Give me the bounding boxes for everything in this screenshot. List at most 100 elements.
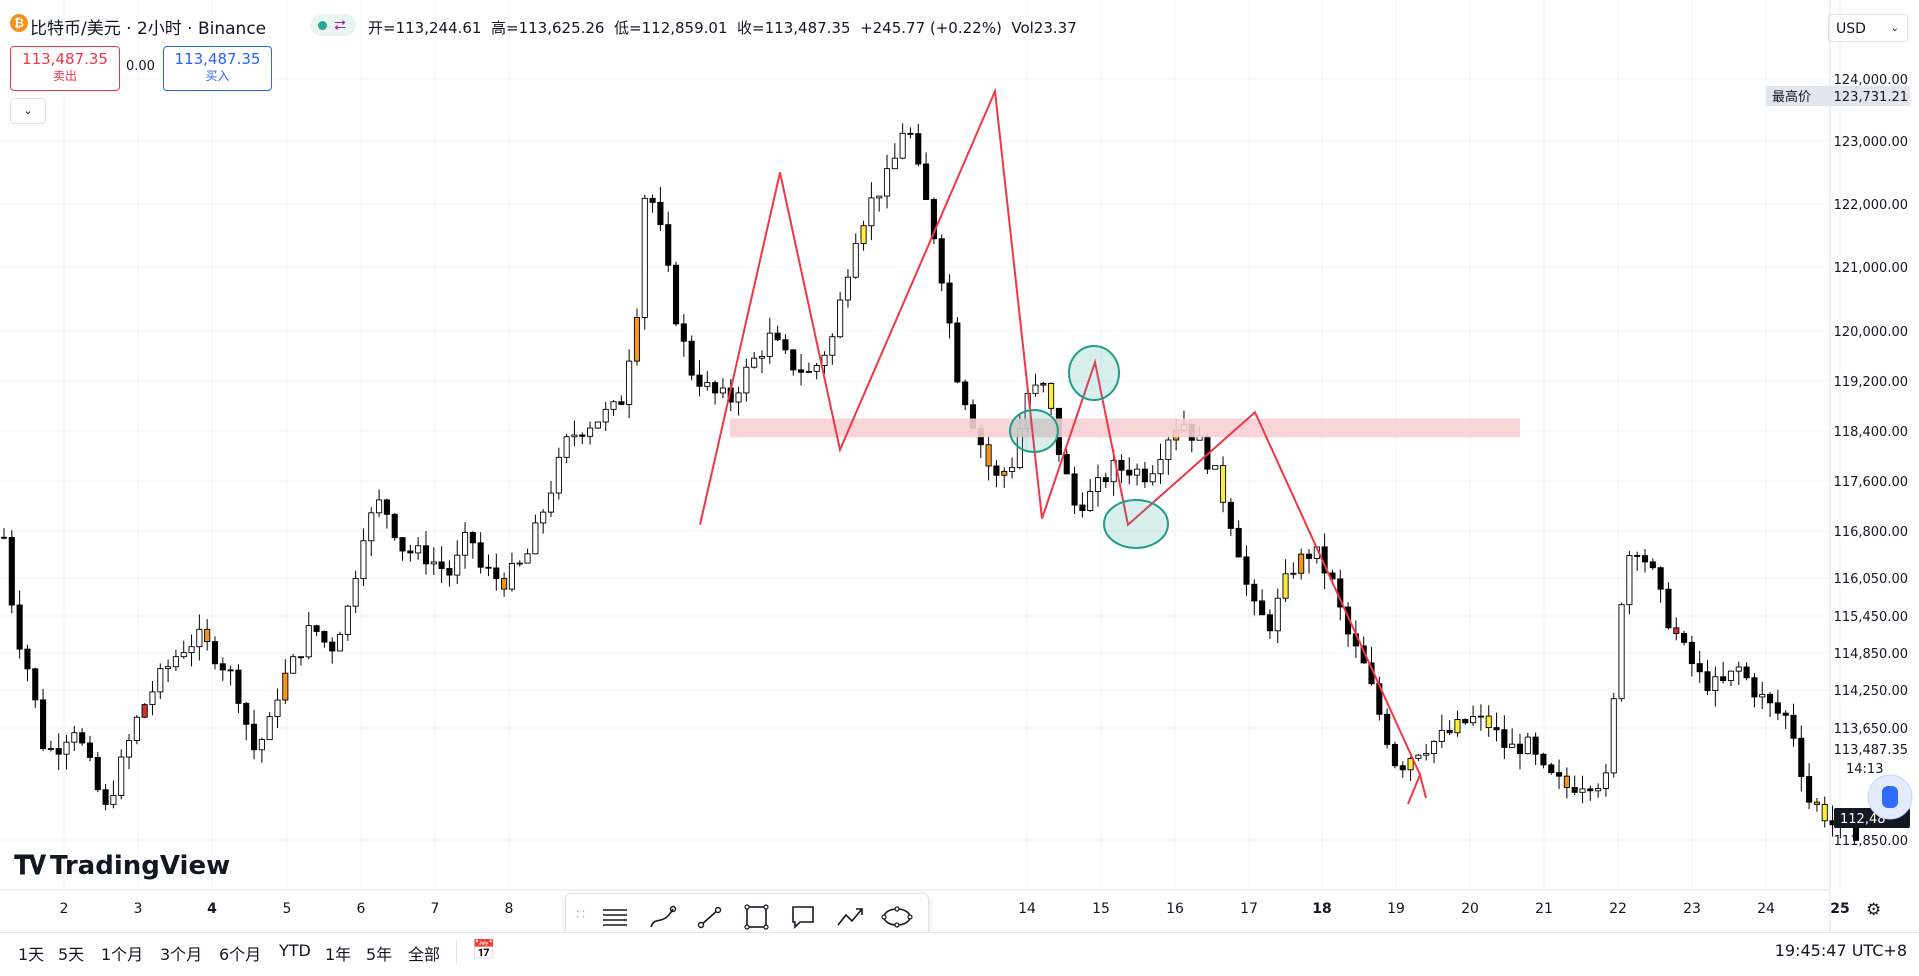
candle[interactable] [1438,714,1445,748]
candle[interactable] [579,432,586,445]
horizontal-lines-icon[interactable] [598,901,632,933]
candle[interactable] [891,143,898,170]
candle[interactable] [782,334,789,354]
market-status-pill[interactable] [310,14,356,36]
candle[interactable] [469,531,476,559]
candle[interactable] [1040,381,1047,393]
candle[interactable] [493,553,500,591]
candle[interactable] [1665,582,1672,630]
candle[interactable] [1548,762,1555,775]
candle[interactable] [1782,710,1789,730]
candle[interactable] [516,560,523,567]
candle[interactable] [1712,666,1719,707]
candle[interactable] [1118,454,1125,484]
candle[interactable] [290,654,297,674]
candle[interactable] [407,544,414,562]
candle[interactable] [47,740,54,752]
candle[interactable] [40,688,47,752]
candle[interactable] [368,507,375,556]
candle[interactable] [188,634,195,667]
candle[interactable] [422,531,430,575]
candle[interactable] [110,780,117,809]
candle[interactable] [1345,602,1352,647]
candle[interactable] [1485,705,1492,737]
candle[interactable] [1266,609,1273,639]
candle[interactable] [1626,551,1633,615]
candle[interactable] [626,349,633,419]
candle[interactable] [532,514,539,555]
candle[interactable] [735,386,742,416]
currency-select[interactable]: USD ⌄ [1828,14,1908,42]
candle[interactable] [680,314,687,357]
candle[interactable] [461,522,469,569]
candle[interactable] [1212,465,1219,470]
candle[interactable] [1509,728,1516,748]
candle[interactable] [1126,457,1133,485]
candle[interactable] [1219,456,1227,513]
candle[interactable] [1032,373,1039,397]
candle[interactable] [1415,754,1422,762]
candle[interactable] [133,715,140,745]
candle[interactable] [1579,775,1586,804]
candle[interactable] [954,317,961,384]
candle[interactable] [587,421,594,445]
candle[interactable] [1094,464,1102,507]
candle[interactable] [1727,670,1735,687]
candle[interactable] [1087,479,1094,512]
candle[interactable] [63,734,70,770]
candle[interactable] [571,420,578,446]
candle[interactable] [657,186,664,231]
candle[interactable] [1681,630,1688,646]
candle[interactable] [383,498,390,529]
candle[interactable] [1688,635,1695,677]
tradingview-logo[interactable]: 𝐓𝐕 TradingView [14,851,230,882]
candle[interactable] [243,701,250,741]
range-1m[interactable]: 1个月 [101,945,144,964]
candle[interactable] [391,513,398,541]
buy-button[interactable]: 113,487.35 买入 [163,46,272,91]
candle[interactable] [923,152,930,200]
sell-button[interactable]: 113,487.35 卖出 [10,46,120,91]
candle[interactable] [805,362,812,374]
candle[interactable] [758,350,766,374]
candle[interactable] [1641,549,1649,573]
highlight-circle[interactable] [1009,409,1059,453]
candle[interactable] [1821,796,1828,828]
candle[interactable] [688,335,695,381]
candle[interactable] [852,233,859,279]
candle[interactable] [454,540,461,585]
candle[interactable] [1798,725,1805,792]
candlestick-chart[interactable]: 124,000.00 123,000.00 122,000.00 121,000.00… [0,0,1919,932]
candle[interactable] [665,211,672,273]
candle[interactable] [0,528,8,540]
candle[interactable] [1735,661,1742,685]
candle[interactable] [211,636,219,670]
candle[interactable] [1610,692,1617,778]
candle[interactable] [1048,382,1055,415]
trend-line-icon[interactable] [692,901,726,933]
candle[interactable] [798,354,805,386]
candle[interactable] [985,436,992,481]
range-5y[interactable]: 5年 [366,945,393,964]
candle[interactable] [157,663,164,700]
candle[interactable] [938,234,945,292]
candle[interactable] [1501,715,1508,760]
candle[interactable] [219,657,226,681]
candle[interactable] [1493,712,1500,742]
candle[interactable] [94,752,101,793]
candle[interactable] [227,665,234,686]
range-6m[interactable]: 6个月 [219,945,262,964]
candle[interactable] [1001,467,1008,488]
candle[interactable] [1743,662,1750,681]
candle[interactable] [696,360,703,397]
path-icon[interactable] [833,901,867,933]
candle[interactable] [180,640,187,659]
candle[interactable] [876,195,883,212]
candle[interactable] [649,194,656,213]
candle[interactable] [1423,743,1430,761]
range-ytd[interactable]: YTD [279,941,311,960]
candle[interactable] [993,460,1000,488]
candle[interactable] [860,220,867,251]
ellipse-icon[interactable] [880,901,914,933]
candle[interactable] [55,733,62,770]
